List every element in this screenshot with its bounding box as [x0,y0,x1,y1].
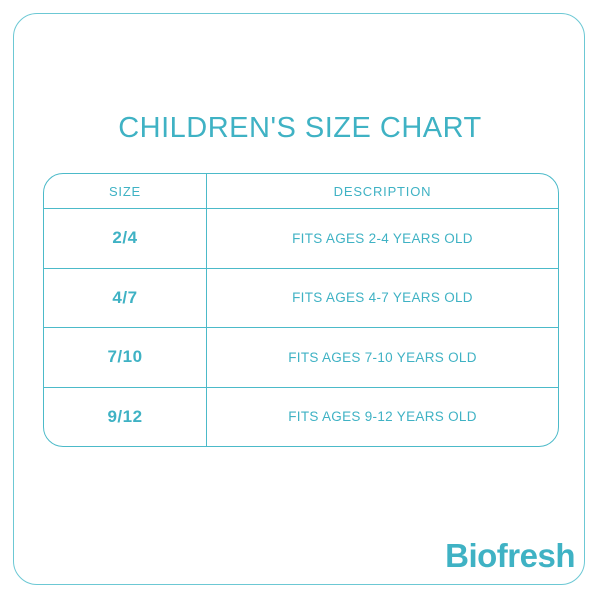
description-cell: FITS AGES 4-7 YEARS OLD [292,290,473,306]
table-row: 2/4 FITS AGES 2-4 YEARS OLD [44,208,558,268]
brand-logo: Biofresh [445,537,575,574]
size-cell: 4/7 [44,268,207,327]
description-cell: FITS AGES 9-12 YEARS OLD [288,409,477,425]
description-cell: FITS AGES 7-10 YEARS OLD [288,349,477,365]
table-row: 9/12 FITS AGES 9-12 YEARS OLD [44,386,558,446]
size-cell: 2/4 [44,209,207,268]
column-header-size: SIZE [44,174,207,208]
column-header-description: DESCRIPTION [333,183,432,199]
description-cell: FITS AGES 2-4 YEARS OLD [292,230,473,246]
table-header-row: SIZE DESCRIPTION [44,174,558,208]
table-row: 4/7 FITS AGES 4-7 YEARS OLD [44,267,558,327]
page-title: CHILDREN'S SIZE CHART [118,112,482,144]
size-cell: 9/12 [44,387,207,446]
size-table: SIZE DESCRIPTION 2/4 FITS AGES 2-4 YEARS… [43,173,559,447]
table-row: 7/10 FITS AGES 7-10 YEARS OLD [44,327,558,387]
size-cell: 7/10 [44,328,207,387]
